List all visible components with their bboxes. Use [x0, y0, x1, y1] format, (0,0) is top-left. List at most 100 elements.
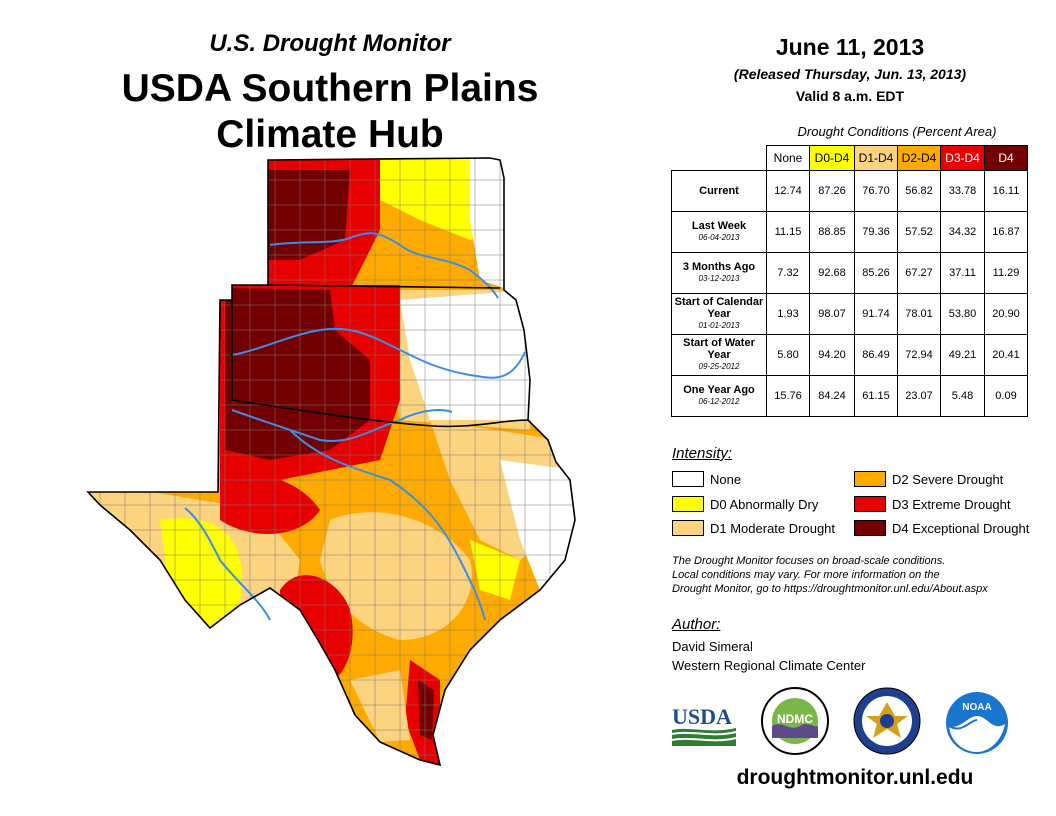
valid-time: Valid 8 a.m. EDT	[795, 88, 905, 104]
map-title-line2: Climate Hub	[216, 113, 444, 156]
map-title: USDA Southern Plains Climate Hub	[60, 66, 600, 158]
table-cell: 79.36	[854, 211, 898, 253]
table-cell: 86.49	[854, 334, 898, 376]
legend-swatch	[854, 496, 886, 512]
author-heading: Author:	[672, 616, 721, 633]
footer-url[interactable]: droughtmonitor.unl.edu	[736, 766, 974, 789]
table-cell: 87.26	[809, 170, 855, 212]
legend-swatch	[672, 520, 704, 536]
svg-text:NOAA: NOAA	[962, 702, 991, 713]
row-date: 01-01-2013	[698, 321, 740, 330]
svg-text:USDA: USDA	[672, 704, 732, 729]
table-cell: 15.76	[766, 375, 810, 417]
table-cell: 57.52	[897, 211, 941, 253]
river-canadian	[231, 327, 526, 379]
table-cell: 37.11	[940, 252, 985, 294]
table-cell: 91.74	[854, 293, 898, 335]
svg-text:NDMC: NDMC	[777, 712, 813, 726]
zone-d3-texas-west	[220, 470, 320, 534]
state-borders	[86, 157, 576, 767]
row-label: Start of Water Year 09-25-2012	[671, 334, 767, 376]
noaa-logo: NOAA	[946, 692, 1008, 754]
river-arkansas	[269, 232, 499, 299]
row-label: One Year Ago 06-12-2012	[671, 375, 767, 417]
table-cell: 53.80	[940, 293, 985, 335]
river-red	[231, 409, 453, 442]
table-corner	[672, 146, 767, 171]
rivers	[184, 232, 526, 621]
table-cell: 88.85	[809, 211, 855, 253]
zone-d1-central	[320, 512, 472, 640]
legend-label: D1 Moderate Drought	[710, 520, 836, 536]
table-cell: 92.68	[809, 252, 855, 294]
note-line: Local conditions may vary. For more info…	[672, 569, 940, 581]
table-cell: 98.07	[809, 293, 855, 335]
table-cell: 0.09	[984, 375, 1028, 417]
legend-swatch	[672, 496, 704, 512]
note-line: The Drought Monitor focuses on broad-sca…	[672, 555, 946, 567]
legend-swatch	[672, 471, 704, 487]
col-header: D0-D4	[809, 145, 855, 171]
col-header: D1-D4	[854, 145, 898, 171]
map-date: June 11, 2013	[775, 34, 925, 60]
note-line: Drought Monitor, go to https://droughtmo…	[672, 583, 988, 595]
table-cell: 67.27	[897, 252, 941, 294]
table-cell: 49.21	[940, 334, 985, 376]
legend-item: None	[672, 471, 741, 487]
drought-conditions-table: None D0-D4 D1-D4 D2-D4 D3-D4 D4 Current …	[671, 145, 1028, 417]
table-row: Start of Water Year 09-25-2012 5.80 94.20…	[671, 334, 1028, 376]
legend-item: D1 Moderate Drought	[672, 520, 835, 536]
table-cell: 20.90	[984, 293, 1028, 335]
legend-title: Intensity:	[672, 445, 733, 462]
doc-seal-logo	[853, 687, 921, 755]
river-brazos	[289, 429, 486, 621]
table-cell: 84.24	[809, 375, 855, 417]
row-date: 09-25-2012	[698, 362, 740, 371]
legend-label: D0 Abnormally Dry	[710, 496, 819, 512]
ndmc-logo: NDMC	[761, 687, 829, 755]
zone-d1-south	[350, 670, 410, 742]
table-cell: 16.11	[984, 170, 1028, 212]
row-date: 06-12-2012	[698, 397, 740, 406]
table-row: One Year Ago 06-12-2012 15.76 84.24 61.15…	[671, 375, 1028, 417]
table-cell: 94.20	[809, 334, 855, 376]
map-subtitle: U.S. Drought Monitor	[209, 30, 451, 57]
author-block: David Simeral Western Regional Climate C…	[672, 637, 865, 675]
table-caption: Drought Conditions (Percent Area)	[797, 124, 997, 139]
col-header: D3-D4	[940, 145, 985, 171]
table-cell: 33.78	[940, 170, 985, 212]
disclaimer-note: The Drought Monitor focuses on broad-sca…	[672, 554, 1052, 596]
row-date: 06-04-2013	[698, 233, 740, 242]
legend-item: D3 Extreme Drought	[854, 496, 1011, 512]
table-cell: 34.32	[940, 211, 985, 253]
table-cell: 72.94	[897, 334, 941, 376]
legend-swatch	[854, 520, 886, 536]
table-cell: 12.74	[766, 170, 810, 212]
legend-item: D2 Severe Drought	[854, 471, 1003, 487]
table-cell: 78.01	[897, 293, 941, 335]
table-row: Last Week 06-04-2013 11.15 88.85 79.36 57…	[671, 211, 1028, 253]
usda-logo: USDA	[671, 704, 737, 746]
table-cell: 61.15	[854, 375, 898, 417]
legend-label: D2 Severe Drought	[892, 471, 1004, 487]
col-header: D2-D4	[897, 145, 941, 171]
table-cell: 76.70	[854, 170, 898, 212]
zone-d4-coast	[418, 680, 434, 740]
table-cell: 5.80	[766, 334, 810, 376]
row-label: Last Week 06-04-2013	[671, 211, 767, 253]
table-header-row: None D0-D4 D1-D4 D2-D4 D3-D4 D4	[672, 145, 1028, 171]
table-cell: 16.87	[984, 211, 1028, 253]
table-cell: 5.48	[940, 375, 985, 417]
river-pecos	[184, 507, 271, 621]
table-cell: 23.07	[897, 375, 941, 417]
table-cell: 20.41	[984, 334, 1028, 376]
row-label: 3 Months Ago 03-12-2013	[671, 252, 767, 294]
zone-none-east	[500, 460, 575, 590]
col-header: D4	[984, 145, 1028, 171]
author-org: Western Regional Climate Center	[672, 658, 866, 673]
zone-d4-panhandle	[225, 288, 370, 460]
table-cell: 11.15	[766, 211, 810, 253]
legend-label: D3 Extreme Drought	[892, 496, 1011, 512]
map-title-line1: USDA Southern Plains	[121, 67, 539, 110]
